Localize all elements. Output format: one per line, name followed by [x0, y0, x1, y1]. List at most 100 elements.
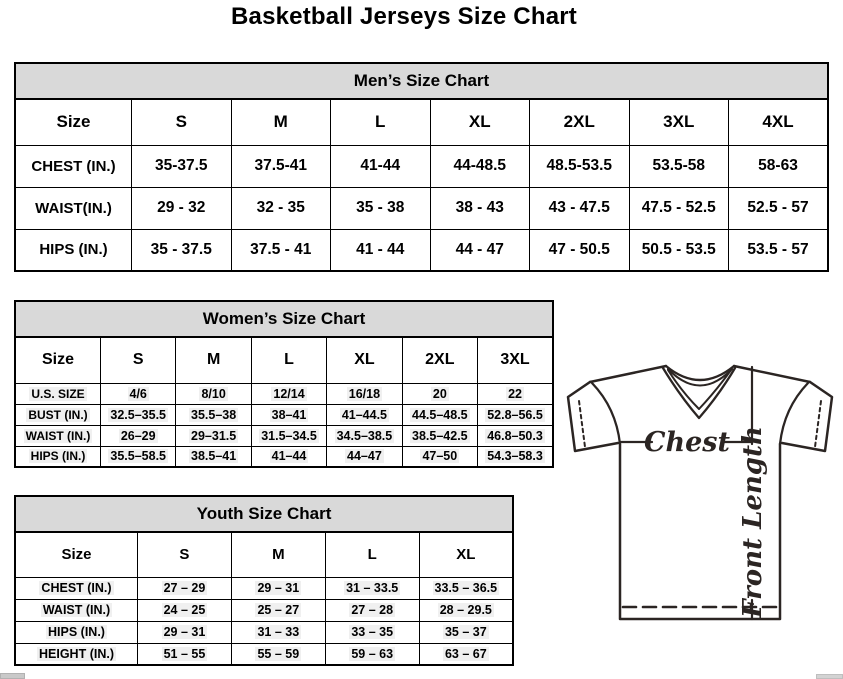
measurement-value: 37.5 - 41: [230, 228, 331, 272]
measurement-value: 53.5 - 57: [728, 228, 829, 272]
measurement-value: 22: [477, 382, 554, 405]
measurement-value: 46.8–50.3: [477, 424, 554, 447]
measurement-value: 47 - 50.5: [529, 228, 630, 272]
womens-section-title: Women’s Size Chart: [14, 300, 554, 338]
size-column-header: 2XL: [529, 98, 630, 146]
measurement-value: 20: [401, 382, 479, 405]
jersey-left-cuff-stitch: [578, 400, 586, 448]
measurement-value: 33 – 35: [324, 620, 420, 644]
jersey-right-armhole-seam: [778, 381, 810, 446]
jersey-left-armhole-seam: [590, 381, 622, 446]
size-header-row: Size S M L XL 2XL 3XL: [14, 336, 554, 384]
horizontal-scrollbar-fragment-left[interactable]: [0, 673, 25, 679]
measurement-label: HEIGHT (IN.): [14, 642, 138, 666]
youth-size-table: Size S M L XL CHEST (IN.) 27 – 29 29 – 31 31 – 3…: [14, 531, 514, 666]
size-column-header: L: [250, 336, 328, 384]
size-label-header: Size: [14, 336, 101, 384]
measurement-row: BUST (IN.) 32.5–35.5 35.5–38 38–41 41–44.5 44…: [14, 403, 554, 426]
measurement-row: U.S. SIZE 4/6 8/10 12/14 16/18 20 22: [14, 382, 554, 405]
horizontal-scrollbar-fragment-right[interactable]: [816, 674, 843, 679]
measurement-value: 27 – 28: [324, 598, 420, 622]
measurement-value: 35 – 37: [418, 620, 514, 644]
measurement-value: 34.5–38.5: [326, 424, 403, 447]
measurement-label: CHEST (IN.): [14, 144, 132, 188]
measurement-value: 25 – 27: [230, 598, 326, 622]
measurement-value: 41–44: [250, 445, 328, 468]
jersey-body-outline: [618, 442, 782, 621]
size-column-header: L: [330, 98, 431, 146]
measurement-value: 63 – 67: [418, 642, 514, 666]
measurement-value: 35.5–38: [175, 403, 252, 426]
measurement-value: 51 – 55: [137, 642, 232, 666]
measurement-value: 8/10: [175, 382, 252, 405]
measurement-row: CHEST (IN.) 27 – 29 29 – 31 31 – 33.5 33.5 –…: [14, 576, 514, 600]
size-column-header: 3XL: [628, 98, 729, 146]
size-column-header: 4XL: [728, 98, 829, 146]
size-header-row: Size S M L XL 2XL 3XL 4XL: [14, 98, 829, 146]
size-column-header: L: [324, 531, 420, 578]
measurement-value: 47–50: [401, 445, 479, 468]
measurement-value: 38.5–41: [175, 445, 252, 468]
mens-size-table: Size S M L XL 2XL 3XL 4XL CHEST (IN.) 35-37.5 37.5…: [14, 98, 829, 272]
measurement-value: 4/6: [99, 382, 177, 405]
measurement-value: 50.5 - 53.5: [628, 228, 729, 272]
measurement-value: 16/18: [326, 382, 403, 405]
measurement-value: 58-63: [728, 144, 829, 188]
jersey-left-sleeve: [566, 380, 620, 453]
youth-size-chart-section: Youth Size Chart Size S M L XL CHEST (IN.) 27 …: [14, 495, 514, 666]
measurement-value: 35 - 37.5: [131, 228, 232, 272]
measurement-row: WAIST (IN.) 24 – 25 25 – 27 27 – 28 28 – 29.…: [14, 598, 514, 622]
measurement-value: 26–29: [99, 424, 177, 447]
measurement-value: 48.5-53.5: [529, 144, 630, 188]
measurement-value: 29 – 31: [137, 620, 232, 644]
size-label-header: Size: [14, 98, 132, 146]
measurement-value: 44 - 47: [429, 228, 530, 272]
measurement-value: 35-37.5: [131, 144, 232, 188]
measurement-label: HIPS (IN.): [14, 228, 132, 272]
measurement-value: 29 – 31: [230, 576, 326, 600]
size-column-header: XL: [418, 531, 514, 578]
measurement-value: 33.5 – 36.5: [418, 576, 514, 600]
youth-section-title: Youth Size Chart: [14, 495, 514, 533]
measurement-value: 54.3–58.3: [477, 445, 554, 468]
measurement-value: 38 - 43: [429, 186, 530, 230]
measurement-value: 24 – 25: [137, 598, 232, 622]
measurement-label: WAIST(IN.): [14, 186, 132, 230]
measurement-value: 32.5–35.5: [99, 403, 177, 426]
jersey-collar-arc-outer: [664, 364, 736, 382]
jersey-shoulder-lines: [588, 364, 812, 384]
measurement-value: 32 - 35: [230, 186, 331, 230]
measurement-label: BUST (IN.): [14, 403, 101, 426]
measurement-label: WAIST (IN.): [14, 598, 138, 622]
measurement-label: WAIST (IN.): [14, 424, 101, 447]
front-length-label: Front Length: [738, 426, 768, 619]
measurement-label: HIPS (IN.): [14, 620, 138, 644]
jersey-right-sleeve: [780, 380, 834, 453]
measurement-value: 29–31.5: [175, 424, 252, 447]
measurement-row: HIPS (IN.) 35 - 37.5 37.5 - 41 41 - 44 44 - …: [14, 228, 829, 272]
measurement-value: 12/14: [250, 382, 328, 405]
size-label-header: Size: [14, 531, 138, 578]
size-header-row: Size S M L XL: [14, 531, 514, 578]
measurement-value: 59 – 63: [324, 642, 420, 666]
womens-size-table: Size S M L XL 2XL 3XL U.S. SIZE 4/6 8/10 12/14 16/1…: [14, 336, 554, 468]
measurement-label: CHEST (IN.): [14, 576, 138, 600]
measurement-value: 35.5–58.5: [99, 445, 177, 468]
size-column-header: 2XL: [401, 336, 479, 384]
jersey-vneck-outer: [661, 366, 737, 420]
jersey-right-cuff-stitch: [814, 400, 822, 448]
measurement-value: 31 – 33.5: [324, 576, 420, 600]
measurement-value: 53.5-58: [628, 144, 729, 188]
measurement-row: HIPS (IN.) 29 – 31 31 – 33 33 – 35 35 – 37: [14, 620, 514, 644]
measurement-row: WAIST (IN.) 26–29 29–31.5 31.5–34.5 34.5–38.…: [14, 424, 554, 447]
measurement-value: 52.5 - 57: [728, 186, 829, 230]
measurement-value: 55 – 59: [230, 642, 326, 666]
size-column-header: XL: [326, 336, 403, 384]
size-column-header: M: [230, 98, 331, 146]
measurement-row: WAIST(IN.) 29 - 32 32 - 35 35 - 38 38 - 43 43…: [14, 186, 829, 230]
measurement-value: 37.5-41: [230, 144, 331, 188]
measurement-value: 31.5–34.5: [250, 424, 328, 447]
measurement-value: 35 - 38: [330, 186, 431, 230]
size-column-header: XL: [429, 98, 530, 146]
measurement-value: 38–41: [250, 403, 328, 426]
